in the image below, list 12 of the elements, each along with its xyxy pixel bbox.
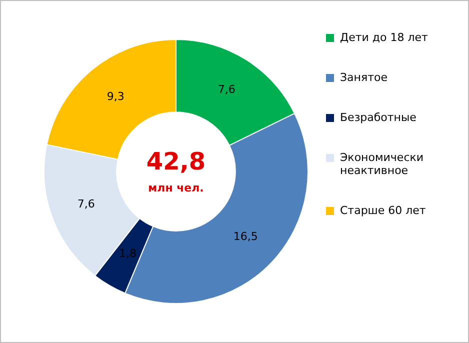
legend-label: Занятое [340,71,388,84]
legend-label: Дети до 18 лет [340,31,428,44]
data-label: 7,6 [77,197,95,210]
legend-label: Безработные [340,111,416,124]
text: млн чел. [148,181,204,194]
legend-label: Старше 60 лет [340,204,426,217]
legend-label: Экономически неактивное [340,151,425,177]
data-label: 1,8 [118,247,136,260]
data-label: 16,5 [233,230,258,244]
text: 42,8 [146,148,206,176]
data-label: 7,6 [218,83,236,96]
data-label: 9,3 [106,90,124,104]
